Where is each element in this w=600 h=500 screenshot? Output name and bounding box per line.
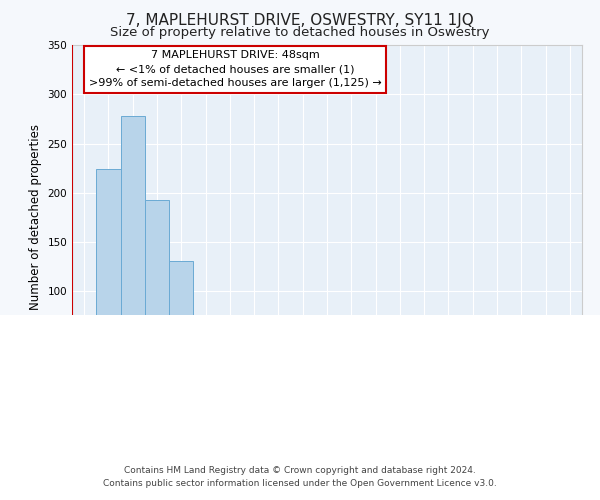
Bar <box>364 383 388 390</box>
Text: Contains HM Land Registry data © Crown copyright and database right 2024.
Contai: Contains HM Land Registry data © Crown c… <box>103 466 497 487</box>
Bar <box>242 358 266 390</box>
Bar <box>121 116 145 390</box>
Bar <box>145 200 169 390</box>
Text: Size of property relative to detached houses in Oswestry: Size of property relative to detached ho… <box>110 26 490 39</box>
Text: 7 MAPLEHURST DRIVE: 48sqm
← <1% of detached houses are smaller (1)
>99% of semi-: 7 MAPLEHURST DRIVE: 48sqm ← <1% of detac… <box>89 50 382 88</box>
Bar <box>315 374 339 390</box>
Bar <box>96 169 121 390</box>
Bar <box>388 385 412 390</box>
Bar <box>169 261 193 390</box>
Text: 7, MAPLEHURST DRIVE, OSWESTRY, SY11 1JQ: 7, MAPLEHURST DRIVE, OSWESTRY, SY11 1JQ <box>126 12 474 28</box>
Bar <box>558 388 582 390</box>
Bar <box>436 385 461 390</box>
X-axis label: Distribution of detached houses by size in Oswestry: Distribution of detached houses by size … <box>145 440 509 453</box>
Bar <box>218 333 242 390</box>
Bar <box>339 385 364 390</box>
Bar <box>290 366 315 390</box>
Y-axis label: Number of detached properties: Number of detached properties <box>29 124 42 310</box>
Bar <box>266 366 290 390</box>
Bar <box>193 319 218 390</box>
Bar <box>485 385 509 390</box>
Bar <box>72 321 96 390</box>
